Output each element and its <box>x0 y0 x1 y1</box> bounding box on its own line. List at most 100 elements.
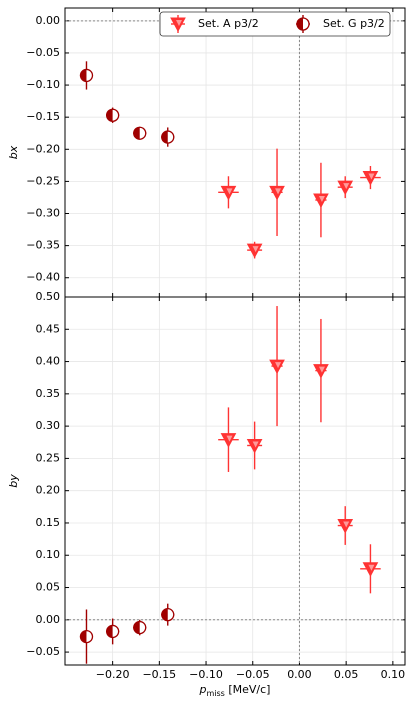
marker-inner <box>252 441 259 448</box>
y-tick-label: 0.00 <box>36 14 61 27</box>
y-tick-label: −0.35 <box>26 239 60 252</box>
plot-area <box>79 61 381 259</box>
marker-shape <box>362 171 379 186</box>
y-axis-label-text: bx <box>7 145 20 159</box>
marker <box>161 130 175 144</box>
x-tick-label: −0.05 <box>236 668 270 681</box>
marker-inner <box>275 362 282 369</box>
legend-box <box>159 11 391 37</box>
y-tick-label: 0.35 <box>36 387 61 400</box>
marker-shape <box>246 438 263 454</box>
marker <box>79 629 94 644</box>
marker <box>133 126 147 140</box>
marker-inner <box>343 521 350 528</box>
marker-shape <box>220 433 237 448</box>
marker-half <box>161 131 168 144</box>
marker-shape <box>362 562 379 577</box>
marker-half <box>133 127 140 140</box>
y-tick-label: 0.05 <box>36 581 61 594</box>
marker-half <box>133 621 140 634</box>
marker-half <box>106 109 113 122</box>
marker-inner <box>343 183 350 190</box>
marker-half <box>80 630 87 643</box>
y-axis-label: bx <box>7 145 20 159</box>
y-tick-label: −0.25 <box>26 174 60 187</box>
legend-label: Set. G p3/2 <box>323 17 385 30</box>
y-tick-label: 0.40 <box>36 355 61 368</box>
x-axis-label-sub: miss <box>207 689 225 698</box>
marker-shape <box>246 243 263 259</box>
marker <box>133 620 147 635</box>
x-axis-label-rest: [MeV/c] <box>225 683 271 696</box>
marker <box>337 519 354 534</box>
marker-inner <box>275 188 282 195</box>
marker-shape <box>337 519 354 534</box>
marker <box>313 364 329 379</box>
marker <box>337 180 354 196</box>
y-tick-label: −0.30 <box>26 207 60 220</box>
y-tick-label: 0.20 <box>36 484 61 497</box>
marker <box>170 17 186 33</box>
y-tick-label: −0.10 <box>26 78 60 91</box>
y-tick-label: 0.15 <box>36 516 61 529</box>
y-tick-label: −0.20 <box>26 142 60 155</box>
x-axis-label: pmiss [MeV/c] <box>199 683 271 698</box>
y-axis-label-text: by <box>7 474 20 488</box>
y-tick-label: 0.00 <box>36 613 61 626</box>
y-tick-label: 0.45 <box>36 322 61 335</box>
y-tick-label: 0.25 <box>36 451 61 464</box>
marker-shape <box>269 359 285 375</box>
marker <box>269 185 285 201</box>
marker-inner <box>176 20 182 26</box>
marker <box>313 193 329 209</box>
marker-shape <box>269 185 285 201</box>
marker <box>161 607 175 622</box>
y-tick-label: 0.30 <box>36 419 61 432</box>
y-tick-label: −0.40 <box>26 271 60 284</box>
axes-frame <box>64 296 406 666</box>
marker-half <box>106 625 113 638</box>
x-axis-label-main: p <box>199 683 207 696</box>
marker-inner <box>226 435 233 442</box>
marker <box>220 185 237 201</box>
marker <box>220 433 237 448</box>
marker <box>269 359 285 375</box>
marker-inner <box>368 564 375 571</box>
y-tick-label: 0.50 <box>36 290 61 303</box>
marker <box>105 624 120 639</box>
plot-area <box>79 306 381 664</box>
marker-shape <box>170 17 186 33</box>
marker <box>362 171 379 186</box>
marker <box>246 243 263 259</box>
legend: Set. A p3/2 Set. G p3/2 <box>159 11 391 37</box>
y-tick-label: −0.05 <box>26 46 60 59</box>
legend-label: Set. A p3/2 <box>198 17 259 30</box>
marker-half <box>80 69 87 82</box>
marker-shape <box>313 364 329 379</box>
marker-shape <box>337 180 354 196</box>
marker-half <box>297 18 303 30</box>
marker-shape <box>220 185 237 201</box>
x-tick-label: 0.05 <box>334 668 359 681</box>
x-tick-label: −0.20 <box>96 668 130 681</box>
x-tick-label: 0.10 <box>381 668 406 681</box>
marker-inner <box>226 188 233 195</box>
marker-shape <box>313 193 329 209</box>
marker-half <box>161 608 168 621</box>
marker <box>246 438 263 454</box>
x-tick-label: −0.10 <box>189 668 223 681</box>
marker-inner <box>318 366 325 373</box>
y-tick-label: −0.05 <box>26 645 60 658</box>
y-tick-label: −0.15 <box>26 110 60 123</box>
marker <box>79 68 94 83</box>
axes-frame <box>64 7 406 298</box>
x-tick-label: 0.00 <box>287 668 312 681</box>
marker <box>362 562 379 577</box>
y-axis-label: by <box>7 474 20 488</box>
marker-inner <box>318 196 325 203</box>
marker <box>296 17 310 31</box>
y-tick-label: 0.10 <box>36 548 61 561</box>
marker-inner <box>368 173 375 180</box>
x-tick-label: −0.15 <box>142 668 176 681</box>
